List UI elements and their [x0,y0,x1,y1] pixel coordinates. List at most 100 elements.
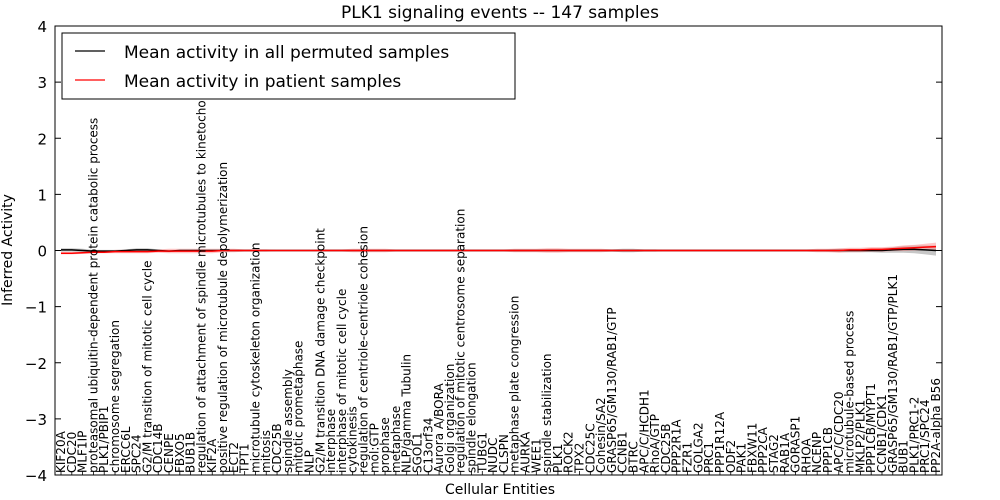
x-tick-label: PRC1 [702,442,716,473]
x-tick-label: ROCK2 [562,431,576,473]
x-tick-label: spindle stabilization [540,353,554,473]
x-tick-label: RhoA/GTP [648,414,662,473]
x-tick-label: PPP1CB/MYPT1 [864,383,878,473]
x-tick-label: PP2A-alpha B56 [929,378,943,473]
x-tick-label: NCENP [810,432,824,473]
legend-label-patient: Mean activity in patient samples [124,72,401,92]
x-tick-label: PLK1/PBIP1 [97,406,111,473]
band-1 [61,242,936,255]
x-tick-label: NLP [303,450,317,473]
x-tick-label: PPP2CA [756,426,770,473]
x-tick-label: TPX2 [573,443,587,474]
x-tick-label: metaphase plate congression [508,296,522,473]
x-tick-label: GORASP1 [789,416,803,473]
x-tick-label: CLSPN [497,434,511,473]
x-tick-label: CDC25B [270,423,284,473]
x-tick-label: mol:GTP [367,423,381,473]
x-tick-label: cytokinesis [346,406,360,473]
x-tick-label: GRASP65/GM130/RAB1/GTP [605,307,619,473]
y-tick-label: −3 [25,411,47,429]
x-tick-label: CCNB1 [616,431,630,473]
legend-label-permuted: Mean activity in all permuted samples [124,43,449,63]
y-tick-label: −2 [25,355,47,373]
x-tick-label: G2/M transition of mitotic cell cycle [140,260,154,473]
x-tick-label: G2/M transition DNA damage checkpoint [313,228,327,473]
x-tick-label: AURKA [519,431,533,473]
x-tick-label: KIF2A [205,438,219,473]
x-tick-label: metaphase [389,406,403,473]
x-tick-label: APC/C/CDC20 [832,391,846,473]
x-tick-label: ODF2 [724,440,738,473]
x-tick-label: MKLP2/PLK1 [853,400,867,473]
x-tick-label: regulation of mitotic centrosome separat… [454,209,468,473]
x-tick-label: chromosome segregation [108,320,122,473]
y-axis: −4 −3 −2 −1 0 1 2 3 4 [25,18,942,485]
chart-title: PLK1 signaling events -- 147 samples [341,3,659,23]
x-tick-label: microtubule-based process [843,311,857,473]
x-tick-label: SGOL1 [411,432,425,473]
x-tick-label: PRC1/SPC24 [918,399,932,473]
x-tick-label: TPT1 [238,443,252,474]
x-tick-label: positive regulation of microtubule depol… [216,162,230,473]
x-tick-label: GRASP65/GM130/RAB1/GTP/PLK1 [886,274,900,473]
x-tick-label: CCNB1/CDK1 [875,394,889,473]
x-tick-label: WEE1 [529,438,543,473]
x-tick-label: FBXW11 [745,423,759,474]
series-line-1 [61,245,937,255]
x-tick-label: APC/C/HCDH1 [637,389,651,473]
y-tick-label: −4 [25,467,47,485]
x-tick-label: RHOA [799,437,813,473]
y-tick-label: −1 [25,299,47,317]
x-tick-label: NLP/gamma Tubulin [400,354,414,473]
x-tick-label: BTRC [627,441,641,473]
x-tick-label: KIF20A [54,430,68,473]
x-tick-label: PPP2R1A [670,419,684,473]
x-tick-label: PLK1 [551,444,565,473]
x-tick-label: TUBG1 [475,432,489,474]
y-tick-label: 3 [37,74,47,92]
lines-layer [61,245,937,255]
x-tick-label: spindle elongation [465,362,479,473]
bands-layer [61,242,936,256]
x-tick-label: STAG2 [767,434,781,473]
x-tick-label: PAK1 [735,443,749,473]
x-tick-label: CDC25B [659,423,673,473]
x-tick-label: ERCC6L [119,426,133,473]
x-tick-label: Cohesin/SA2 [594,397,608,473]
x-tick-label: FBXO5 [173,433,187,473]
x-tick-label: PPP1CB [821,427,835,473]
legend-box [61,32,516,100]
plot-frame [54,25,943,476]
x-tick-label: prophase [378,417,392,473]
x-tick-label: mitotic prometaphase [292,341,306,474]
x-tick-label: PLK1/PRC1-2 [907,397,921,473]
x-tick-label: MLF1IP [76,431,90,473]
y-tick-label: 2 [37,130,47,148]
x-tick-label: interphase of mitotic cell cycle [335,289,349,473]
x-tick-label: BUB1 [897,440,911,473]
x-tick-label: regulation of attachment of spindle micr… [194,88,208,473]
x-tick-label: PPP1R12A [713,411,727,473]
x-tick-label: interphase [324,409,338,473]
y-tick-label: 4 [37,18,47,36]
x-tick-label: proteasomal ubiquitin-dependent protein … [86,118,100,473]
x-tick-label: C13orf34 [421,418,435,473]
x-axis-label: Cellular Entities [445,482,555,498]
x-tick-label: FZR1 [681,442,695,473]
x-tick-label: CDC20 [65,432,79,473]
y-tick-label: 0 [37,243,47,261]
legend: Mean activity in all permuted samples Me… [61,32,516,100]
x-tick-label: SPC24 [130,434,144,473]
x-tick-label: CDC14B [151,423,165,473]
x-tick-label: spindle assembly [281,369,295,473]
x-tick-label: NUDC [486,438,500,473]
x-tick-label: regulation of centriole-centriole cohesi… [357,226,371,473]
y-tick-label: 1 [37,186,47,204]
x-tick-label: Aurora A/BORA [432,383,446,473]
x-tick-label: Golgi organization [443,364,457,473]
x-tick-label: BUB1B [184,432,198,473]
x-tick-label: RAB1A [778,432,792,473]
x-tick-label: GOLGA2 [691,422,705,473]
